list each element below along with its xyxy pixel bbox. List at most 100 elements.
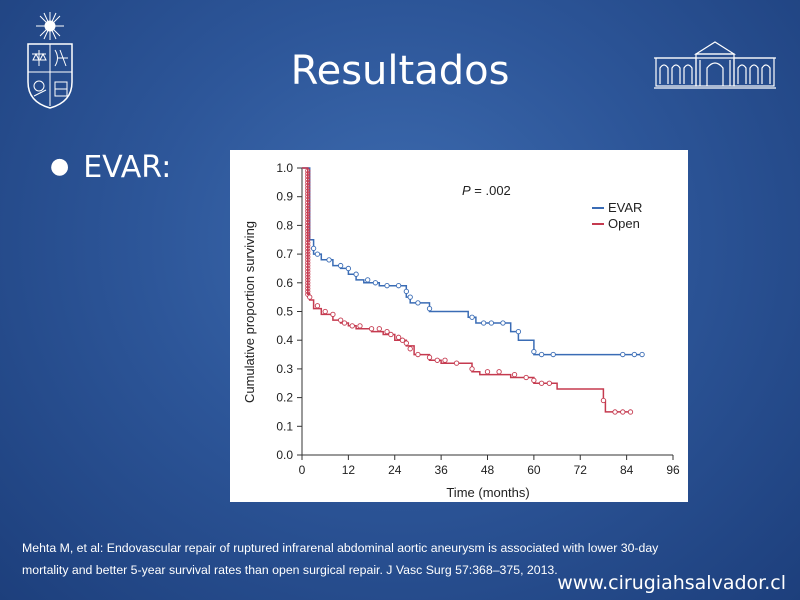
- early-censor-mark-open: [305, 219, 311, 226]
- early-censor-mark-open: [305, 262, 311, 269]
- censor-mark-open: [322, 308, 328, 315]
- censor-mark-open: [442, 357, 448, 363]
- censor-mark-evar: [384, 283, 390, 289]
- censor-mark-evar: [500, 320, 506, 326]
- y-tick-label: 0.4: [276, 333, 293, 347]
- early-censor-mark-open: [305, 283, 311, 289]
- censor-mark-evar: [550, 351, 556, 358]
- early-censor-mark-open: [305, 237, 311, 243]
- censor-mark-open: [620, 409, 626, 415]
- chart-panel: 0.0 0.1 0.2 0.3 0.4 0.5 0.6 0.7 0.8 0.9 1.0 0 12 24 3…: [230, 150, 688, 502]
- censor-mark-evar: [538, 351, 545, 358]
- censor-mark-open: [511, 371, 518, 378]
- x-axis-label: Time (months): [446, 485, 529, 500]
- early-censor-mark-open: [305, 228, 311, 234]
- censor-mark-open: [341, 320, 348, 326]
- early-censor-mark-open: [305, 288, 311, 295]
- x-tick-label: 96: [666, 463, 680, 477]
- bullet-text: EVAR:: [83, 150, 172, 185]
- university-crest-logo: [27, 12, 73, 109]
- early-censor-mark-open: [305, 248, 311, 254]
- censor-mark-open: [546, 380, 552, 386]
- censor-mark-evar: [365, 277, 371, 283]
- x-tick-label: 72: [574, 463, 588, 477]
- x-tick-label: 84: [620, 463, 634, 477]
- x-tick-label: 12: [342, 463, 356, 477]
- early-censor-mark-open: [305, 185, 311, 191]
- censor-mark-evar: [345, 265, 352, 272]
- early-censor-mark-open: [305, 214, 311, 220]
- censor-mark-evar: [480, 320, 487, 326]
- early-censor-mark-open: [305, 208, 311, 214]
- censor-mark-open: [523, 374, 529, 381]
- early-censor-mark-open: [305, 211, 311, 217]
- early-censor-mark-open: [305, 205, 311, 211]
- censor-mark-open: [357, 323, 363, 329]
- x-tick-label: 60: [527, 463, 541, 477]
- early-censor-mark-open: [305, 196, 311, 203]
- censor-mark-open: [484, 369, 491, 375]
- censor-mark-open: [407, 346, 413, 352]
- website-url[interactable]: www.cirugiahsalvador.cl: [557, 572, 786, 594]
- early-censor-mark-open: [305, 225, 311, 231]
- censor-mark-open: [349, 323, 355, 329]
- early-censor-mark-open: [305, 274, 311, 280]
- censor-mark-evar: [337, 262, 344, 269]
- early-censor-mark-open: [305, 280, 311, 286]
- censor-mark-open: [600, 397, 607, 404]
- early-censor-mark-open: [305, 257, 311, 263]
- legend-label-open: Open: [608, 216, 640, 231]
- censor-mark-open: [395, 334, 402, 340]
- y-tick-label: 0.5: [276, 305, 293, 319]
- y-tick-label: 0.2: [276, 391, 293, 405]
- early-censor-mark-open: [305, 171, 311, 177]
- early-censor-mark-open: [305, 217, 311, 223]
- x-tick-label: 36: [434, 463, 448, 477]
- early-censor-mark-open: [305, 242, 311, 249]
- building-logo: [654, 41, 776, 89]
- early-censor-mark-open: [305, 268, 311, 274]
- early-censor-mark-open: [305, 202, 311, 208]
- censor-mark-open: [307, 294, 313, 300]
- censor-mark-open: [531, 377, 537, 384]
- censor-mark-open: [426, 354, 433, 361]
- x-tick-label: 0: [299, 463, 306, 477]
- y-tick-label: 0.1: [276, 419, 293, 433]
- censor-mark-evar: [415, 300, 421, 306]
- early-censor-mark-open: [305, 168, 311, 174]
- early-censor-mark-open: [305, 245, 311, 251]
- censor-mark-evar: [395, 283, 402, 289]
- censor-mark-evar: [620, 351, 626, 358]
- early-censor-mark-open: [305, 254, 311, 260]
- censor-mark-open: [627, 409, 634, 415]
- censor-mark-open: [388, 331, 394, 338]
- censor-mark-open: [384, 328, 390, 335]
- censor-mark-evar: [310, 245, 317, 252]
- legend-label-evar: EVAR: [608, 200, 642, 215]
- censor-mark-evar: [631, 351, 638, 358]
- early-censor-mark-open: [305, 194, 311, 200]
- citation: Mehta M, et al: Endovascular repair of r…: [22, 537, 792, 581]
- p-value-annotation: P = .002: [462, 183, 511, 198]
- early-censor-mark-open: [305, 240, 311, 246]
- censor-mark-evar: [407, 294, 413, 300]
- censor-mark-open: [399, 337, 406, 343]
- censor-mark-evar: [531, 349, 537, 355]
- y-tick-label: 0.6: [276, 276, 293, 290]
- early-censor-mark-open: [305, 188, 311, 194]
- p-value-text: = .002: [471, 183, 511, 198]
- censor-mark-open: [538, 380, 545, 386]
- early-censor-mark-open: [305, 199, 311, 206]
- early-censor-mark-open: [305, 179, 311, 185]
- slide-title: Resultados: [290, 48, 510, 94]
- p-value-label: P: [462, 183, 471, 198]
- censor-mark-open: [368, 326, 375, 332]
- early-censor-mark-open: [305, 222, 311, 229]
- censor-mark-evar: [372, 280, 379, 286]
- early-censor-mark-open: [305, 251, 311, 257]
- bullet-dot-icon: ●: [50, 154, 70, 179]
- censor-mark-open: [453, 360, 460, 366]
- censor-mark-open: [330, 311, 336, 318]
- censor-mark-evar: [326, 257, 332, 263]
- y-axis-label: Cumulative proportion surviving: [242, 221, 257, 403]
